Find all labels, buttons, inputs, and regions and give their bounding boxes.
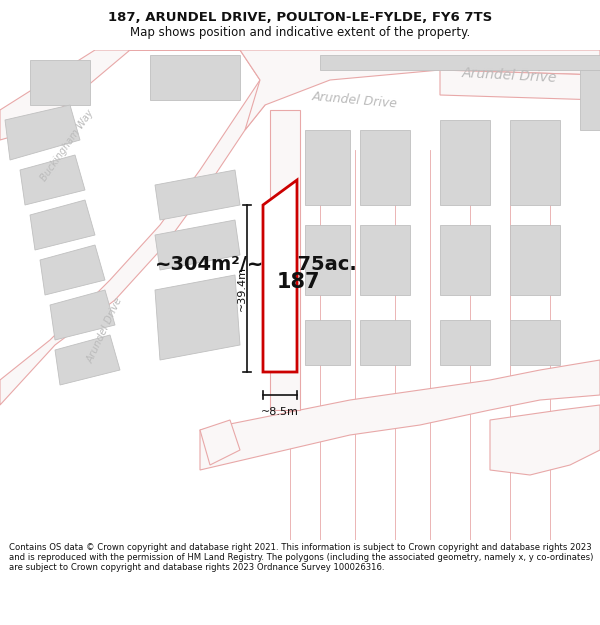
Polygon shape [20, 155, 85, 205]
Text: Buckingham Way: Buckingham Way [38, 107, 95, 182]
Polygon shape [0, 50, 285, 405]
Polygon shape [305, 320, 350, 365]
Text: Arundel Drive: Arundel Drive [462, 66, 558, 84]
Polygon shape [510, 120, 560, 205]
Polygon shape [270, 110, 300, 410]
Polygon shape [50, 290, 115, 340]
Polygon shape [320, 55, 600, 70]
Polygon shape [510, 225, 560, 295]
Polygon shape [200, 360, 600, 470]
Polygon shape [305, 130, 350, 205]
Text: Arundel Drive: Arundel Drive [311, 90, 398, 110]
Polygon shape [440, 70, 600, 100]
Polygon shape [200, 420, 240, 465]
Text: Arundel Drive: Arundel Drive [85, 296, 125, 364]
Polygon shape [263, 180, 297, 372]
Polygon shape [240, 50, 600, 130]
Polygon shape [150, 55, 240, 100]
Polygon shape [30, 60, 90, 105]
Polygon shape [580, 70, 600, 130]
Polygon shape [360, 225, 410, 295]
Text: 187: 187 [276, 272, 320, 292]
Text: Contains OS data © Crown copyright and database right 2021. This information is : Contains OS data © Crown copyright and d… [9, 542, 593, 572]
Text: ~8.5m: ~8.5m [261, 407, 299, 417]
Polygon shape [155, 275, 240, 360]
Polygon shape [360, 130, 410, 205]
Polygon shape [5, 105, 80, 160]
Polygon shape [305, 225, 350, 295]
Polygon shape [490, 405, 600, 475]
Polygon shape [440, 225, 490, 295]
Polygon shape [55, 335, 120, 385]
Polygon shape [0, 50, 130, 140]
Polygon shape [40, 245, 105, 295]
Polygon shape [440, 120, 490, 205]
Text: ~304m²/~0.075ac.: ~304m²/~0.075ac. [155, 256, 358, 274]
Polygon shape [155, 170, 240, 220]
Text: ~39.4m: ~39.4m [237, 266, 247, 311]
Polygon shape [440, 320, 490, 365]
Polygon shape [30, 200, 95, 250]
Polygon shape [155, 220, 240, 270]
Text: Map shows position and indicative extent of the property.: Map shows position and indicative extent… [130, 26, 470, 39]
Polygon shape [360, 320, 410, 365]
Text: 187, ARUNDEL DRIVE, POULTON-LE-FYLDE, FY6 7TS: 187, ARUNDEL DRIVE, POULTON-LE-FYLDE, FY… [108, 11, 492, 24]
Polygon shape [510, 320, 560, 365]
